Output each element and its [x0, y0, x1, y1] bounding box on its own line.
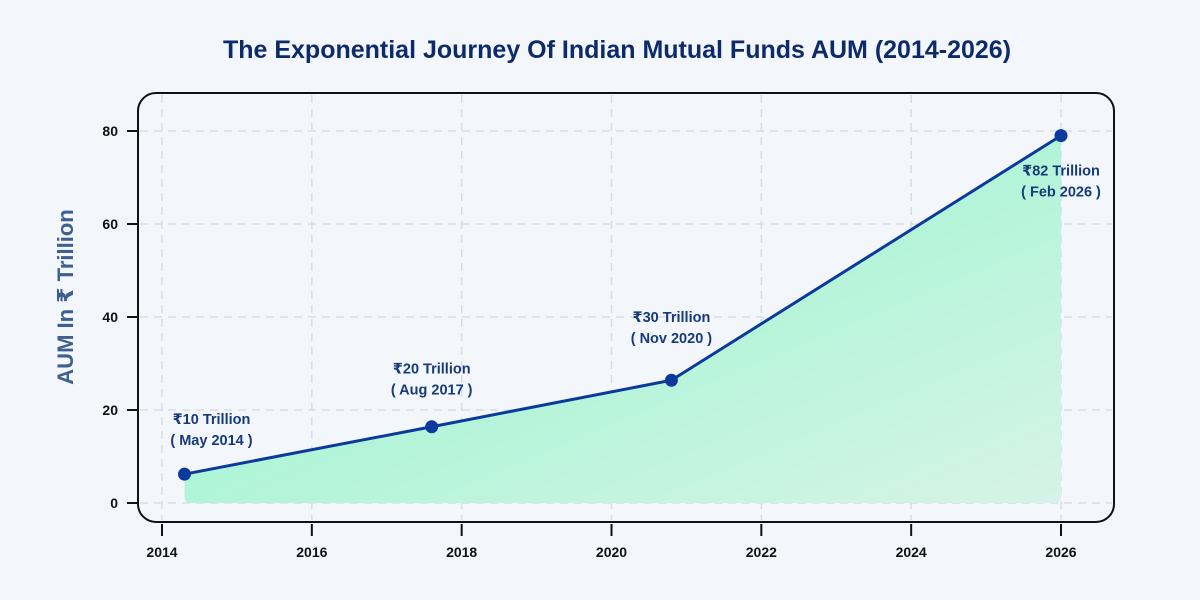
annotation-date: ( Feb 2026 ) [1021, 185, 1101, 201]
x-tick-label: 2022 [746, 544, 777, 560]
annotation-value: ₹10 Trillion [173, 412, 251, 428]
x-tick-label: 2018 [446, 544, 477, 560]
data-point [1054, 129, 1068, 143]
y-tick-label: 60 [102, 216, 118, 232]
x-tick-label: 2026 [1045, 544, 1076, 560]
annotation-value: ₹20 Trillion [393, 362, 471, 378]
data-point [664, 373, 678, 387]
annotation-date: ( May 2014 ) [170, 433, 252, 449]
y-tick-label: 80 [102, 123, 118, 139]
y-axis-label: AUM In ₹ Trillion [53, 209, 78, 384]
y-tick-label: 40 [102, 309, 118, 325]
data-point [177, 467, 191, 481]
x-tick-label: 2016 [296, 544, 327, 560]
data-point [425, 420, 439, 434]
x-tick-label: 2024 [896, 544, 927, 560]
annotation-value: ₹30 Trillion [633, 310, 711, 326]
y-tick-label: 20 [102, 402, 118, 418]
series-line [184, 134, 1062, 476]
x-tick-label: 2014 [146, 544, 177, 560]
chart-title: The Exponential Journey Of Indian Mutual… [223, 36, 1011, 64]
annotation-value: ₹82 Trillion [1022, 164, 1100, 180]
annotation-date: ( Nov 2020 ) [631, 331, 713, 347]
x-tick-label: 2020 [596, 544, 627, 560]
plot-frame [137, 92, 1115, 523]
y-tick-label: 0 [110, 495, 118, 511]
axes: 2014 2016 2018 2020 2022 2024 2026 0 20 40 60 80 [102, 123, 1076, 560]
annotation-date: ( Aug 2017 ) [391, 383, 473, 399]
area-fill [184, 135, 1062, 503]
